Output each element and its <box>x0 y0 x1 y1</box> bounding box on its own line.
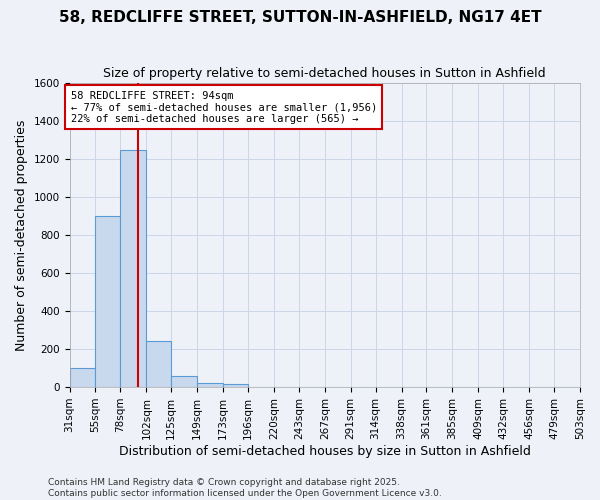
Bar <box>223 384 248 387</box>
Y-axis label: Number of semi-detached properties: Number of semi-detached properties <box>15 120 28 351</box>
Bar <box>121 150 146 387</box>
Bar <box>146 342 171 387</box>
Bar <box>95 216 121 387</box>
Text: Contains HM Land Registry data © Crown copyright and database right 2025.
Contai: Contains HM Land Registry data © Crown c… <box>48 478 442 498</box>
Bar <box>70 368 95 387</box>
Bar <box>197 384 223 387</box>
Bar <box>171 376 197 387</box>
Text: 58 REDCLIFFE STREET: 94sqm
← 77% of semi-detached houses are smaller (1,956)
22%: 58 REDCLIFFE STREET: 94sqm ← 77% of semi… <box>71 90 377 124</box>
X-axis label: Distribution of semi-detached houses by size in Sutton in Ashfield: Distribution of semi-detached houses by … <box>119 444 531 458</box>
Text: 58, REDCLIFFE STREET, SUTTON-IN-ASHFIELD, NG17 4ET: 58, REDCLIFFE STREET, SUTTON-IN-ASHFIELD… <box>59 10 541 25</box>
Title: Size of property relative to semi-detached houses in Sutton in Ashfield: Size of property relative to semi-detach… <box>103 68 546 80</box>
